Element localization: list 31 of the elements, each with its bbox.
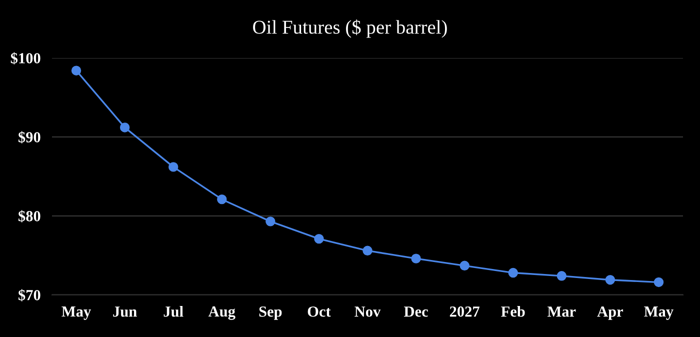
x-tick-label: Oct: [308, 306, 331, 317]
x-tick-label: Jul: [164, 306, 184, 317]
point: [556, 271, 567, 281]
point: [71, 66, 82, 76]
point: [508, 268, 518, 278]
point: [605, 275, 616, 285]
x-tick-label: Feb: [501, 306, 525, 317]
point: [314, 234, 324, 244]
point: [411, 254, 421, 264]
chart-title: Oil Futures ($ per barrel): [253, 20, 447, 38]
x-tick-label: May: [62, 306, 91, 320]
x-tick-label: Mar: [547, 306, 576, 317]
point: [266, 216, 276, 226]
x-tick-label: May: [644, 306, 674, 320]
point: [654, 277, 664, 288]
x-tick-label: Nov: [354, 306, 381, 317]
y-tick-label: $100: [10, 52, 40, 64]
point: [460, 260, 470, 271]
point: [362, 246, 372, 256]
x-tick-label: Dec: [404, 306, 428, 317]
point: [168, 162, 178, 172]
y-tick-label: $70: [18, 289, 40, 302]
y-tick-label: $80: [18, 210, 40, 222]
x-tick-label: Apr: [597, 306, 624, 320]
point: [120, 122, 130, 132]
point: [217, 194, 227, 204]
x-tick-label: Jun: [113, 306, 137, 317]
y-tick-label: $90: [18, 131, 40, 144]
x-tick-label: 2027: [450, 306, 480, 317]
x-tick-label: Aug: [208, 306, 236, 320]
x-tick-label: Sep: [259, 306, 282, 320]
